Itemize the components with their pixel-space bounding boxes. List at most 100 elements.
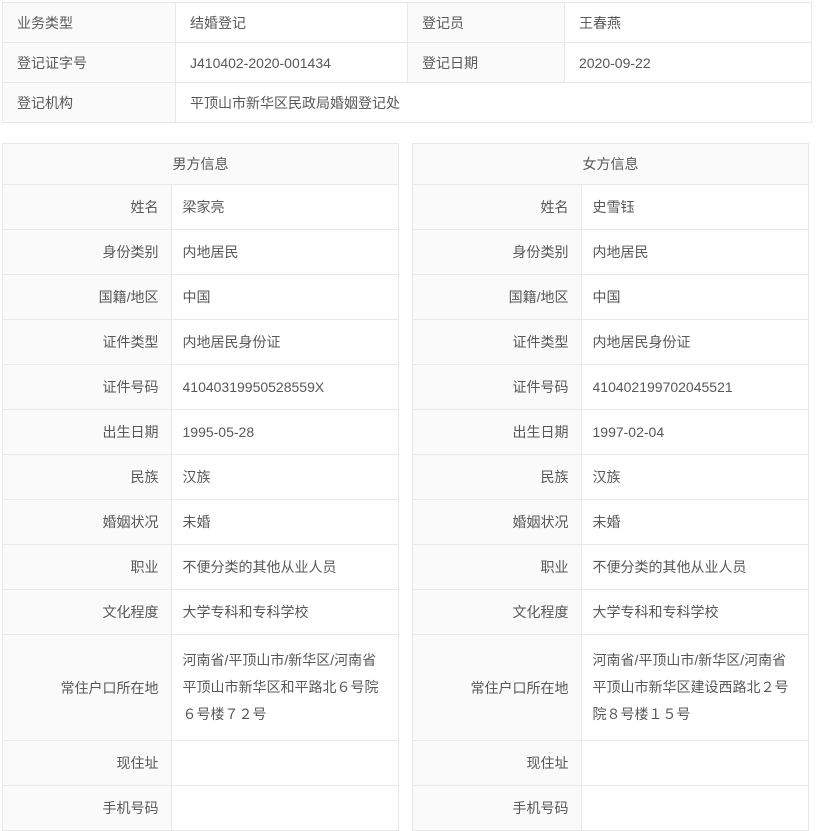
- female-ethnicity-label: 民族: [413, 454, 582, 500]
- table-row: 登记机构 平顶山市新华区民政局婚姻登记处: [2, 82, 812, 123]
- female-ethnicity-value: 汉族: [581, 454, 808, 500]
- male-table-body: 姓名 梁家亮 身份类别 内地居民 国籍/地区 中国 证件类型 内地居民身份证: [3, 185, 398, 831]
- table-row: 常住户口所在地 河南省/平顶山市/新华区/河南省平顶山市新华区建设西路北２号院８…: [413, 634, 808, 741]
- male-name-label: 姓名: [3, 185, 172, 230]
- female-household-address-value: 河南省/平顶山市/新华区/河南省平顶山市新华区建设西路北２号院８号楼１５号: [581, 634, 808, 741]
- male-id-number-value: 41040319950528559X: [171, 364, 398, 410]
- table-row: 婚姻状况 未婚: [3, 499, 398, 545]
- female-info-table: 姓名 史雪钰 身份类别 内地居民 国籍/地区 中国 证件类型 内地居民身份证: [413, 185, 808, 831]
- male-info-table: 姓名 梁家亮 身份类别 内地居民 国籍/地区 中国 证件类型 内地居民身份证: [3, 185, 398, 831]
- female-phone-value: [581, 785, 808, 831]
- table-row: 出生日期 1997-02-04: [413, 409, 808, 455]
- table-row: 姓名 史雪钰: [413, 185, 808, 230]
- table-row: 文化程度 大学专科和专科学校: [413, 589, 808, 635]
- table-row: 国籍/地区 中国: [413, 274, 808, 320]
- male-occupation-label: 职业: [3, 544, 172, 590]
- female-identity-category-value: 内地居民: [581, 229, 808, 275]
- female-birth-date-value: 1997-02-04: [581, 409, 808, 455]
- female-current-address-value: [581, 740, 808, 786]
- male-identity-category-label: 身份类别: [3, 229, 172, 275]
- table-row: 常住户口所在地 河南省/平顶山市/新华区/河南省平顶山市新华区和平路北６号院６号…: [3, 634, 398, 741]
- registration-office-label: 登记机构: [2, 82, 176, 123]
- male-household-address-label: 常住户口所在地: [3, 634, 172, 741]
- registration-date-label: 登记日期: [407, 42, 565, 83]
- table-row: 民族 汉族: [3, 454, 398, 500]
- business-type-label: 业务类型: [2, 2, 176, 43]
- male-current-address-value: [171, 740, 398, 786]
- registration-office-value: 平顶山市新华区民政局婚姻登记处: [175, 82, 812, 123]
- male-nationality-value: 中国: [171, 274, 398, 320]
- table-row: 证件号码 410402199702045521: [413, 364, 808, 410]
- male-nationality-label: 国籍/地区: [3, 274, 172, 320]
- certificate-number-label: 登记证字号: [2, 42, 176, 83]
- female-name-value: 史雪钰: [581, 185, 808, 230]
- male-phone-label: 手机号码: [3, 785, 172, 831]
- male-info-panel: 男方信息 姓名 梁家亮 身份类别 内地居民 国籍/地区 中国: [2, 143, 399, 831]
- table-row: 职业 不便分类的其他从业人员: [413, 544, 808, 590]
- female-id-number-label: 证件号码: [413, 364, 582, 410]
- table-row: 手机号码: [413, 785, 808, 831]
- female-birth-date-label: 出生日期: [413, 409, 582, 455]
- table-row: 身份类别 内地居民: [3, 229, 398, 275]
- table-row: 身份类别 内地居民: [413, 229, 808, 275]
- male-marital-status-label: 婚姻状况: [3, 499, 172, 545]
- table-row: 出生日期 1995-05-28: [3, 409, 398, 455]
- female-id-type-value: 内地居民身份证: [581, 319, 808, 365]
- female-name-label: 姓名: [413, 185, 582, 230]
- female-education-value: 大学专科和专科学校: [581, 589, 808, 635]
- table-row: 文化程度 大学专科和专科学校: [3, 589, 398, 635]
- female-id-type-label: 证件类型: [413, 319, 582, 365]
- table-row: 手机号码: [3, 785, 398, 831]
- table-row: 姓名 梁家亮: [3, 185, 398, 230]
- table-row: 职业 不便分类的其他从业人员: [3, 544, 398, 590]
- registration-date-value: 2020-09-22: [564, 42, 812, 83]
- female-marital-status-label: 婚姻状况: [413, 499, 582, 545]
- table-row: 民族 汉族: [413, 454, 808, 500]
- table-row: 登记证字号 J410402-2020-001434 登记日期 2020-09-2…: [2, 42, 812, 83]
- female-phone-label: 手机号码: [413, 785, 582, 831]
- female-household-address-label: 常住户口所在地: [413, 634, 582, 741]
- female-nationality-label: 国籍/地区: [413, 274, 582, 320]
- female-id-number-value: 410402199702045521: [581, 364, 808, 410]
- table-row: 证件类型 内地居民身份证: [413, 319, 808, 365]
- male-ethnicity-label: 民族: [3, 454, 172, 500]
- female-panel-title: 女方信息: [413, 144, 808, 185]
- male-id-type-value: 内地居民身份证: [171, 319, 398, 365]
- male-marital-status-value: 未婚: [171, 499, 398, 545]
- person-panels-container: 男方信息 姓名 梁家亮 身份类别 内地居民 国籍/地区 中国: [2, 143, 812, 831]
- female-nationality-value: 中国: [581, 274, 808, 320]
- male-education-value: 大学专科和专科学校: [171, 589, 398, 635]
- female-marital-status-value: 未婚: [581, 499, 808, 545]
- female-occupation-label: 职业: [413, 544, 582, 590]
- table-row: 业务类型 结婚登记 登记员 王春燕: [2, 2, 812, 43]
- registrar-value: 王春燕: [564, 2, 812, 43]
- business-type-value: 结婚登记: [175, 2, 408, 43]
- table-row: 现住址: [3, 740, 398, 786]
- male-education-label: 文化程度: [3, 589, 172, 635]
- male-phone-value: [171, 785, 398, 831]
- male-id-number-label: 证件号码: [3, 364, 172, 410]
- registrar-label: 登记员: [407, 2, 565, 43]
- female-education-label: 文化程度: [413, 589, 582, 635]
- male-current-address-label: 现住址: [3, 740, 172, 786]
- summary-table-body: 业务类型 结婚登记 登记员 王春燕 登记证字号 J410402-2020-001…: [2, 2, 812, 123]
- table-row: 证件号码 41040319950528559X: [3, 364, 398, 410]
- table-row: 证件类型 内地居民身份证: [3, 319, 398, 365]
- female-current-address-label: 现住址: [413, 740, 582, 786]
- table-row: 现住址: [413, 740, 808, 786]
- male-birth-date-label: 出生日期: [3, 409, 172, 455]
- female-identity-category-label: 身份类别: [413, 229, 582, 275]
- male-occupation-value: 不便分类的其他从业人员: [171, 544, 398, 590]
- male-name-value: 梁家亮: [171, 185, 398, 230]
- table-row: 婚姻状况 未婚: [413, 499, 808, 545]
- male-birth-date-value: 1995-05-28: [171, 409, 398, 455]
- male-id-type-label: 证件类型: [3, 319, 172, 365]
- registration-summary-table: 业务类型 结婚登记 登记员 王春燕 登记证字号 J410402-2020-001…: [2, 2, 812, 123]
- female-info-panel: 女方信息 姓名 史雪钰 身份类别 内地居民 国籍/地区 中国: [412, 143, 809, 831]
- certificate-number-value: J410402-2020-001434: [175, 42, 408, 83]
- male-household-address-value: 河南省/平顶山市/新华区/河南省平顶山市新华区和平路北６号院６号楼７２号: [171, 634, 398, 741]
- male-panel-title: 男方信息: [3, 144, 398, 185]
- male-identity-category-value: 内地居民: [171, 229, 398, 275]
- female-table-body: 姓名 史雪钰 身份类别 内地居民 国籍/地区 中国 证件类型 内地居民身份证: [413, 185, 808, 831]
